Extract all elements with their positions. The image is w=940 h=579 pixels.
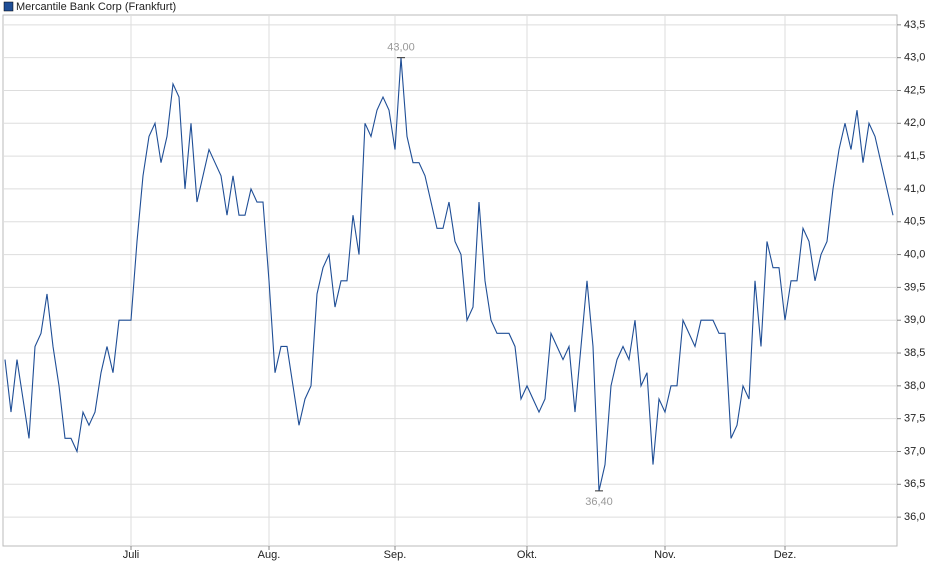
value-label: 43,00	[387, 42, 415, 54]
y-tick-label: 41,5	[904, 150, 925, 162]
value-label: 36,40	[585, 496, 613, 508]
y-tick-label: 42,0	[904, 117, 925, 129]
x-tick-label: Aug.	[258, 549, 281, 561]
y-tick-label: 36,5	[904, 478, 925, 490]
legend-swatch	[3, 1, 14, 12]
x-tick-label: Okt.	[517, 549, 537, 561]
y-tick-label: 36,0	[904, 511, 925, 523]
y-tick-label: 39,5	[904, 281, 925, 293]
plot-area	[2, 14, 898, 547]
y-tick-label: 40,0	[904, 248, 925, 260]
y-tick-label: 37,0	[904, 445, 925, 457]
y-tick-label: 37,5	[904, 413, 925, 425]
x-tick-label: Dez.	[774, 549, 797, 561]
y-tick-label: 39,0	[904, 314, 925, 326]
x-tick-label: Sep.	[384, 549, 407, 561]
y-tick-label: 43,5	[904, 19, 925, 31]
y-tick-label: 41,0	[904, 183, 925, 195]
x-tick-label: Juli	[123, 549, 140, 561]
y-tick-label: 43,0	[904, 52, 925, 64]
price-line	[4, 57, 894, 491]
y-tick-label: 38,5	[904, 347, 925, 359]
legend-label: Mercantile Bank Corp (Frankfurt)	[16, 1, 176, 13]
y-tick-label: 38,0	[904, 380, 925, 392]
y-tick-label: 42,5	[904, 84, 925, 96]
y-tick-label: 40,5	[904, 216, 925, 228]
x-tick-label: Nov.	[654, 549, 676, 561]
